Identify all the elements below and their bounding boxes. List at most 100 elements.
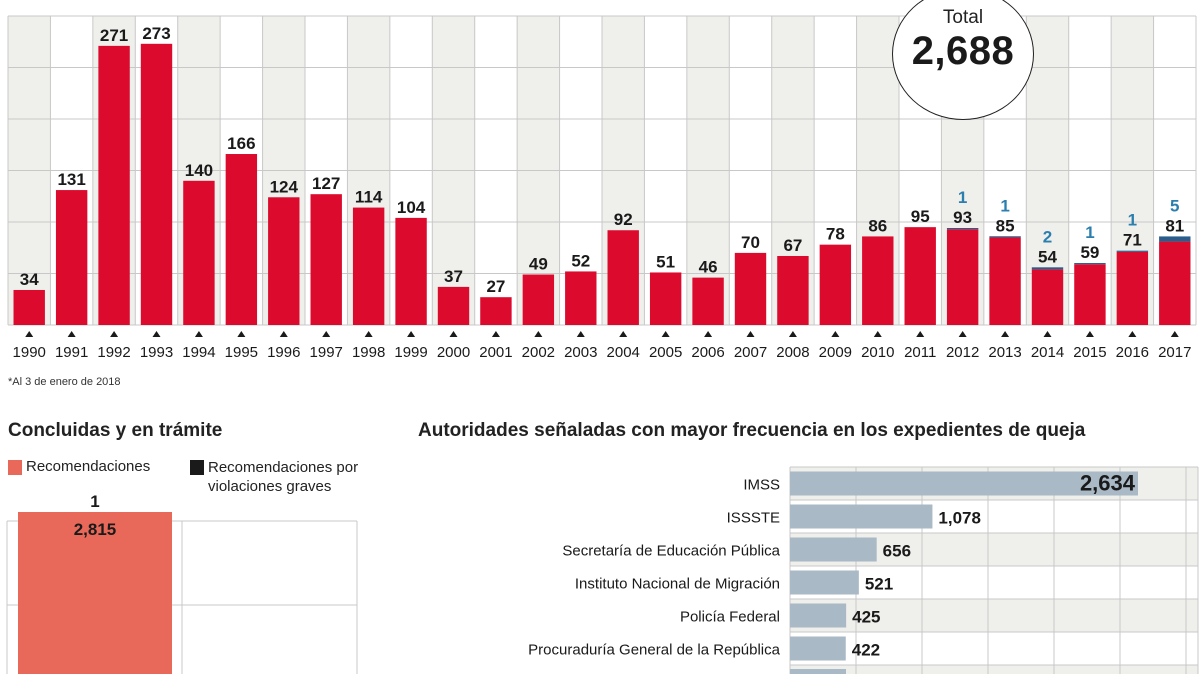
data-label: 67: [783, 236, 802, 255]
tick-label: 2011: [904, 344, 936, 361]
x-axis-ticks: 1990 1991 1992 1993 1994 1995 1996 1997 1998 1999…: [13, 331, 1191, 361]
tick-label: 2005: [649, 344, 682, 361]
bar-imss: [790, 471, 1138, 496]
tick-marker-icon: [1128, 331, 1137, 337]
gridlines: [789, 466, 1199, 674]
tick-label: 2007: [734, 344, 767, 361]
data-label: 27: [486, 277, 505, 296]
bar-1996: [268, 197, 300, 325]
bar-1992: [98, 45, 130, 326]
bars: [18, 512, 172, 674]
bar-graves-2012: [946, 228, 979, 230]
bar-1995: [225, 154, 258, 325]
tick-marker-icon: [788, 331, 797, 337]
tick-marker-icon: [576, 331, 585, 337]
bar-recomendaciones: [18, 512, 172, 674]
row-shade: [790, 599, 1198, 632]
data-label: 425: [852, 608, 880, 627]
tick-marker-icon: [110, 331, 119, 337]
tick-label: 2002: [522, 344, 555, 361]
bar-2013: [989, 237, 1021, 325]
data-label-graves: 1: [1128, 211, 1137, 230]
tick-label: 2006: [691, 344, 724, 361]
footnote: *Al 3 de enero de 2018: [8, 376, 121, 388]
data-label: 52: [571, 251, 590, 270]
data-label: 127: [312, 174, 340, 193]
tick-label: 1996: [267, 344, 300, 361]
bar-2017: [1159, 241, 1191, 325]
category-label: ISSSTE: [727, 510, 780, 527]
data-label-graves: 1: [1000, 196, 1009, 215]
data-label: 521: [865, 575, 893, 594]
legend-item-recomendaciones: Recomendaciones: [8, 458, 150, 475]
tick-label: 1995: [225, 344, 258, 361]
tick-marker-icon: [279, 331, 288, 337]
legend-label: Recomendaciones por violaciones graves: [208, 459, 359, 495]
data-label: 95: [911, 207, 930, 226]
bar-graves-2017: [1159, 236, 1191, 242]
tick-label: 2017: [1158, 344, 1191, 361]
bar-2011: [904, 227, 936, 325]
data-label: 114: [355, 188, 383, 207]
data-label: 271: [100, 26, 128, 45]
total-label: Total: [942, 7, 984, 28]
data-label: 92: [614, 210, 633, 229]
bar-2015: [1074, 264, 1106, 325]
tick-label: 1999: [394, 344, 427, 361]
tick-marker-icon: [916, 331, 925, 337]
tick-marker-icon: [661, 331, 670, 337]
data-label: 54: [1038, 247, 1057, 266]
data-labels: 2,634 1,078 656 521 425 422: [852, 471, 1136, 660]
tick-label: 2008: [776, 344, 809, 361]
data-label-graves: 2: [1043, 227, 1052, 246]
tick-marker-icon: [534, 331, 543, 337]
legend-swatch-recomendaciones: [8, 460, 22, 475]
data-label: 37: [444, 267, 463, 286]
tick-label: 2010: [861, 344, 894, 361]
data-label: 1,078: [938, 509, 981, 528]
data-label: 86: [868, 216, 887, 235]
tick-marker-icon: [25, 331, 34, 337]
tick-marker-icon: [407, 331, 416, 337]
data-label: 49: [529, 255, 548, 274]
data-label: 422: [852, 641, 880, 660]
bar-graves-2015: [1074, 263, 1106, 265]
data-label: 59: [1080, 243, 1099, 262]
bar-instituto-nacional-de-migración: [790, 570, 859, 595]
bar-2012: [946, 229, 979, 325]
tick-label: 2015: [1073, 344, 1106, 361]
bar-1998: [352, 207, 385, 325]
data-label: 78: [826, 225, 845, 244]
bar-2004: [607, 230, 639, 325]
total-badge: Total 2,688: [892, 0, 1034, 120]
bar-secretaría-de-educación-pública: [790, 537, 877, 562]
data-label: 93: [953, 208, 972, 227]
concluded-chart: 2,815 1: [6, 492, 358, 674]
category-labels: IMSS ISSSTE Secretaría de Educación Públic…: [528, 477, 780, 659]
bar-2002: [522, 274, 555, 325]
right-panel-title: Autoridades señaladas con mayor frecuenc…: [418, 420, 1086, 441]
data-label: 656: [883, 542, 911, 561]
tick-label: 2012: [946, 344, 979, 361]
tick-label: 1998: [352, 344, 385, 361]
data-label: 273: [142, 24, 170, 43]
row-shade: [790, 665, 1198, 674]
bar-2009: [819, 244, 852, 325]
tick-marker-icon: [958, 331, 967, 337]
category-label: Instituto Nacional de Migración: [575, 576, 780, 593]
tick-marker-icon: [1001, 331, 1010, 337]
data-label: 46: [699, 258, 718, 277]
tick-marker-icon: [1085, 331, 1094, 337]
data-label-graves: 1: [958, 188, 967, 207]
tick-marker-icon: [194, 331, 203, 337]
tick-marker-icon: [67, 331, 76, 337]
data-label: 104: [397, 198, 426, 217]
bar-2007: [734, 252, 767, 325]
bar-2006: [692, 277, 724, 325]
category-label: Policía Federal: [680, 609, 780, 626]
data-labels: 2,815 1: [74, 492, 117, 539]
bar-1999: [395, 217, 427, 325]
data-label-graves: 1: [1085, 223, 1094, 242]
tick-marker-icon: [491, 331, 500, 337]
